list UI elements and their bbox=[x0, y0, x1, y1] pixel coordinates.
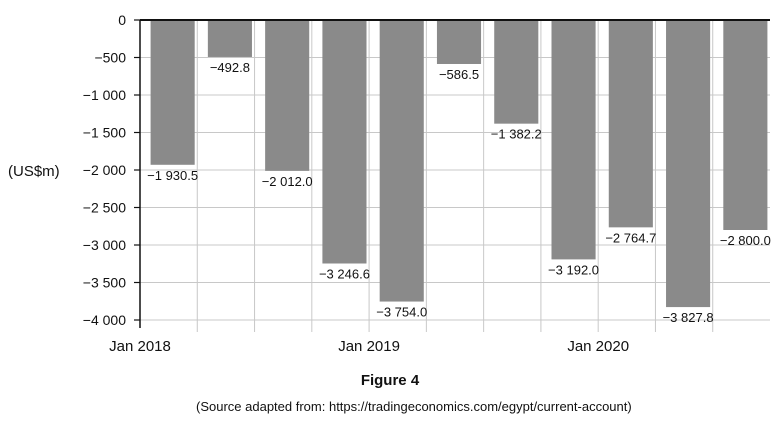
y-axis-label: (US$m) bbox=[8, 163, 60, 180]
y-tick-label: −3 000 bbox=[83, 237, 126, 253]
bar-value-label: −3 246.6 bbox=[319, 266, 370, 281]
bar bbox=[265, 20, 310, 171]
y-tick-label: 0 bbox=[118, 12, 126, 28]
bar bbox=[322, 20, 367, 264]
y-tick-label: −2 000 bbox=[83, 162, 126, 178]
figure-title: Figure 4 bbox=[360, 372, 420, 389]
bar-value-label: −2 800.0 bbox=[720, 233, 771, 248]
bar-chart: 0 −500 −1 000 −1 500 −2 000 −2 500 −3 000 −3 50… bbox=[8, 12, 771, 355]
y-tick-label: −1 500 bbox=[83, 125, 126, 141]
x-tick-label: Jan 2020 bbox=[567, 338, 629, 355]
bar-value-label: −586.5 bbox=[439, 67, 479, 82]
bar bbox=[379, 20, 424, 302]
y-tick-label: −3 500 bbox=[83, 275, 126, 291]
bar bbox=[551, 20, 596, 260]
bar bbox=[150, 20, 195, 165]
bar bbox=[207, 20, 252, 57]
y-tick-label: −2 500 bbox=[83, 200, 126, 216]
x-tick-label: Jan 2019 bbox=[338, 338, 400, 355]
y-tick-label: −1 000 bbox=[83, 87, 126, 103]
bar-value-label: −2 764.7 bbox=[605, 230, 656, 245]
bar-value-label: −3 827.8 bbox=[663, 310, 714, 325]
bar-value-label: −1 382.2 bbox=[491, 127, 542, 142]
bar-value-label: −2 012.0 bbox=[262, 174, 313, 189]
y-tick-label: −500 bbox=[94, 50, 126, 66]
bar-value-label: −492.8 bbox=[210, 60, 250, 75]
x-tick-label: Jan 2018 bbox=[109, 338, 171, 355]
bar bbox=[723, 20, 768, 230]
bar bbox=[436, 20, 482, 64]
bar bbox=[666, 20, 711, 308]
bar-value-label: −3 754.0 bbox=[376, 305, 427, 320]
bar-value-label: −1 930.5 bbox=[147, 168, 198, 183]
y-tick-label: −4 000 bbox=[83, 312, 126, 328]
bar bbox=[494, 20, 539, 124]
bar bbox=[608, 20, 653, 228]
figure-source: (Source adapted from: https://tradingeco… bbox=[196, 399, 632, 414]
bar-value-label: −3 192.0 bbox=[548, 262, 599, 277]
